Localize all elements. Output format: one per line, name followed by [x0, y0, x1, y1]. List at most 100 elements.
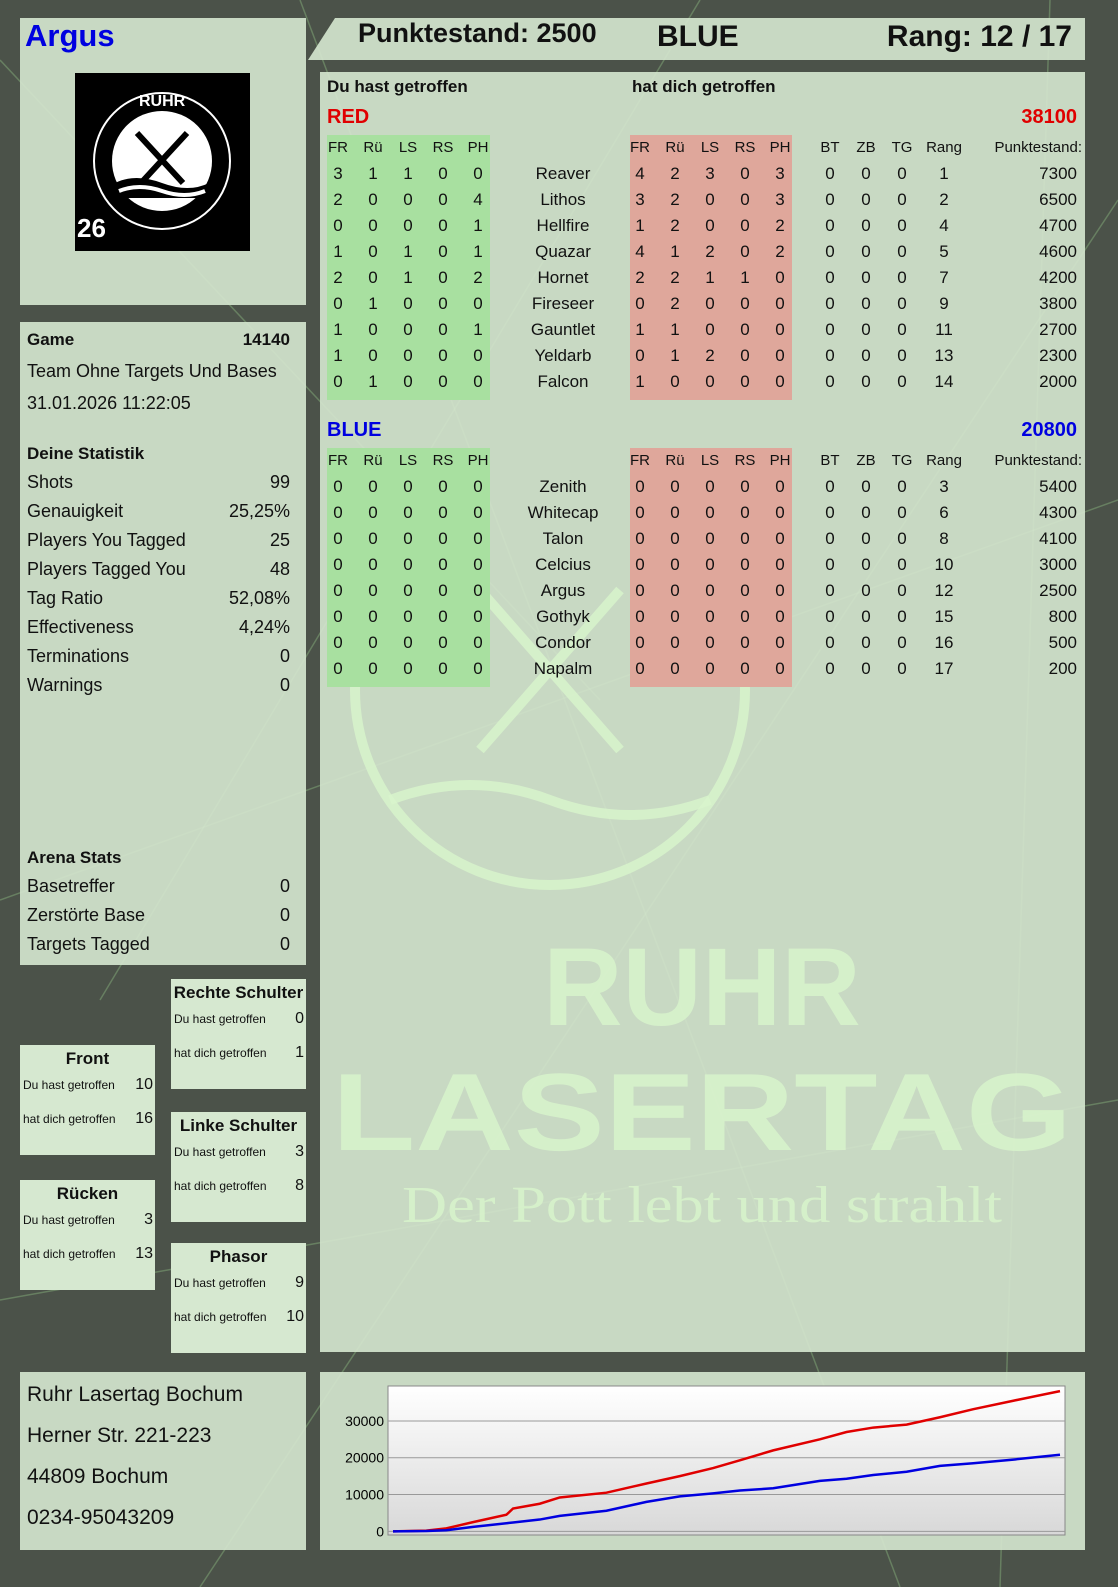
extra-cell: 0	[897, 346, 907, 365]
got-cell: 0	[740, 659, 750, 678]
zone-got-value: 16	[135, 1110, 153, 1127]
zone-title: Phasor	[209, 1247, 268, 1266]
zone-hit-value: 10	[135, 1076, 153, 1093]
hit-cell: 0	[403, 607, 413, 626]
extra-cell: 16	[934, 633, 954, 652]
extra-cell: 0	[861, 659, 871, 678]
hit-cell: 0	[438, 242, 448, 261]
col-header: RS	[432, 139, 454, 156]
arena-label: Zerstörte Base	[27, 905, 146, 925]
extra-cell: 0	[861, 529, 871, 548]
hit-cell: 4	[473, 190, 483, 209]
stat-label: Effectiveness	[27, 617, 134, 637]
player-score: 4100	[1039, 529, 1077, 548]
hit-cell: 0	[438, 372, 448, 391]
hit-cell: 0	[403, 190, 413, 209]
zone-hit-value: 3	[295, 1143, 304, 1160]
stat-value: 25	[269, 530, 290, 550]
y-tick-label: 10000	[345, 1487, 384, 1503]
got-cell: 0	[670, 659, 680, 678]
hit-you-heading: hat dich getroffen	[632, 77, 776, 96]
col-header: Rang	[926, 139, 962, 156]
hit-cell: 0	[403, 503, 413, 522]
got-cell: 0	[635, 581, 645, 600]
zone-got-value: 13	[135, 1245, 153, 1262]
got-cell: 0	[635, 633, 645, 652]
extra-cell: 13	[934, 346, 954, 365]
col-header: RS	[432, 452, 454, 469]
player-score: Punktestand: 2500	[358, 18, 597, 48]
stat-label: Players You Tagged	[27, 530, 186, 550]
player-name: Talon	[542, 529, 584, 548]
player-name: Quazar	[535, 242, 591, 261]
zone-box-phasor: Phasor Du hast getroffen 9 hat dich getroff…	[171, 1243, 306, 1353]
got-cell: 1	[670, 242, 680, 261]
team-name-blue: BLUE	[327, 419, 382, 441]
extra-cell: 0	[825, 372, 835, 391]
extra-cell: 3	[939, 477, 949, 496]
hit-cell: 0	[438, 555, 448, 574]
col-header: ZB	[856, 139, 876, 156]
y-tick-label: 0	[376, 1523, 384, 1539]
you-hit-heading: Du hast getroffen	[327, 77, 468, 96]
hit-cell: 0	[473, 346, 483, 365]
extra-cell: 0	[861, 242, 871, 261]
extra-cell: 10	[934, 555, 954, 574]
extra-cell: 6	[939, 503, 949, 522]
hit-cell: 0	[473, 164, 483, 183]
player-score: 2300	[1039, 346, 1077, 365]
header-bar	[308, 18, 1085, 60]
arena-value: 0	[279, 905, 290, 925]
col-header: BT	[820, 452, 840, 469]
got-cell: 1	[635, 216, 645, 235]
extra-cell: 0	[825, 477, 835, 496]
hit-cell: 0	[403, 477, 413, 496]
extra-cell: 0	[861, 164, 871, 183]
zone-title: Rechte Schulter	[173, 983, 304, 1002]
player-name: Hellfire	[536, 216, 590, 235]
hit-cell: 0	[438, 320, 448, 339]
got-cell: 1	[670, 320, 680, 339]
hit-cell: 0	[333, 529, 343, 548]
got-cell: 2	[635, 268, 645, 287]
extra-cell: 15	[934, 607, 954, 626]
col-header: BT	[820, 139, 840, 156]
stat-value: 25,25%	[228, 501, 290, 521]
zone-box-linke-schulter: Linke Schulter Du hast getroffen 3 hat dich…	[171, 1112, 306, 1222]
got-cell: 0	[775, 581, 785, 600]
got-cell: 0	[635, 346, 645, 365]
team-name-red: RED	[327, 106, 370, 128]
player-name: Hornet	[537, 268, 589, 287]
zone-got-label: hat dich getroffen	[174, 1310, 267, 1324]
svg-text:Der Pott lebt und strahlt: Der Pott lebt und strahlt	[402, 1177, 1003, 1234]
hit-cell: 1	[403, 242, 413, 261]
extra-cell: 5	[939, 242, 949, 261]
stat-value: 0	[279, 675, 290, 695]
got-cell: 0	[705, 216, 715, 235]
player-name: Argus	[25, 18, 115, 53]
hit-cell: 3	[333, 164, 343, 183]
got-cell: 2	[670, 216, 680, 235]
got-cell: 0	[740, 633, 750, 652]
watermark-logo: RUHR LASERTAG Der Pott lebt und strahlt	[332, 560, 1072, 1234]
extra-cell: 0	[861, 190, 871, 209]
got-cell: 1	[740, 268, 750, 287]
player-score: 4300	[1039, 503, 1077, 522]
hit-cell: 1	[403, 268, 413, 287]
col-header: Rü	[363, 452, 383, 469]
hit-cell: 0	[403, 659, 413, 678]
got-cell: 0	[635, 477, 645, 496]
hit-cell: 0	[403, 346, 413, 365]
hit-cell: 0	[368, 529, 378, 548]
extra-cell: 11	[935, 320, 953, 339]
hit-cell: 1	[333, 320, 343, 339]
got-column-bg	[630, 448, 792, 687]
y-tick-label: 30000	[345, 1413, 384, 1429]
extra-cell: 0	[861, 581, 871, 600]
zone-got-label: hat dich getroffen	[174, 1046, 267, 1060]
got-cell: 1	[635, 372, 645, 391]
extra-cell: 0	[897, 268, 907, 287]
hit-cell: 1	[473, 216, 483, 235]
player-team: BLUE	[657, 20, 739, 53]
hit-cell: 0	[368, 268, 378, 287]
